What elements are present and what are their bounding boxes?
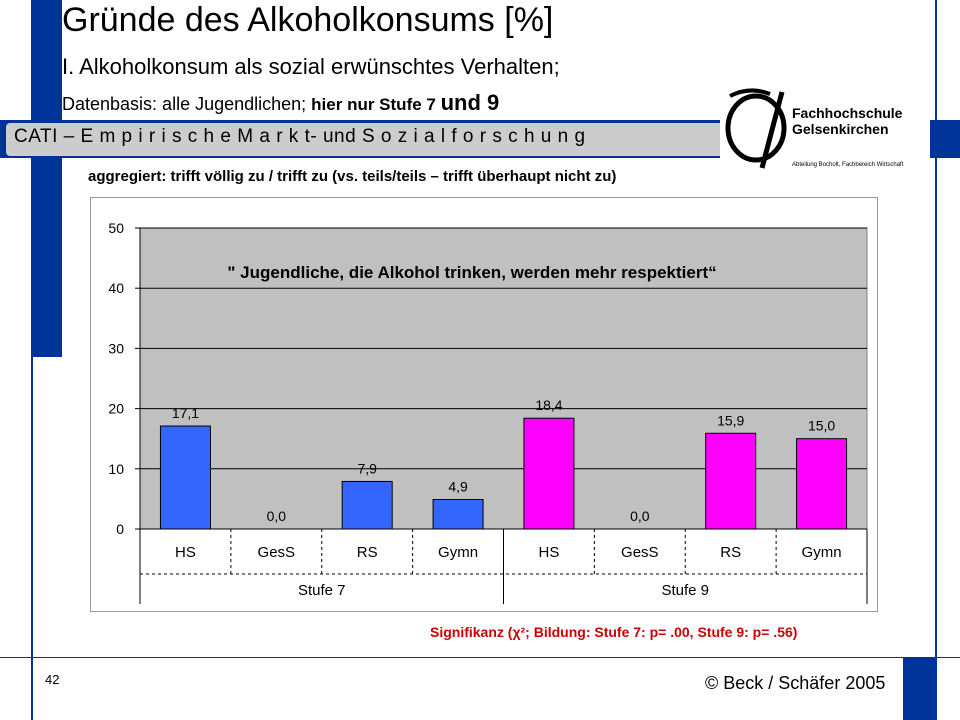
x-tick-label: GesS (621, 544, 659, 561)
x-tick-label: HS (175, 544, 196, 561)
y-tick-label: 20 (108, 401, 124, 417)
y-tick-label: 30 (108, 340, 124, 356)
data-label: 0,0 (630, 508, 650, 524)
bottom-divider (0, 657, 960, 658)
bar (432, 499, 484, 530)
basis-bold: hier nur Stufe 7 (311, 95, 441, 114)
x-tick-label: GesS (258, 544, 296, 561)
data-label: 4,9 (448, 479, 468, 495)
logo-line3: Abteilung Bocholt, Fachbereich Wirtschaf… (792, 162, 904, 168)
bar (523, 417, 575, 530)
aggregation-note: aggregiert: trifft völlig zu / trifft zu… (88, 168, 617, 185)
logo-line1: Fachhochschule (792, 105, 903, 121)
bar (159, 425, 211, 530)
logo-line2: Gelsenkirchen (792, 121, 889, 137)
right-accent-line (935, 0, 937, 720)
data-label: 15,0 (808, 418, 835, 434)
page-number: 42 (45, 672, 60, 687)
basis-prefix: Datenbasis: alle Jugendlichen; (62, 94, 312, 114)
cati-banner-box (6, 123, 731, 156)
data-basis: Datenbasis: alle Jugendlichen; hier nur … (62, 90, 499, 116)
x-tick-label: RS (720, 544, 741, 561)
bar-chart: 17,1 0,0 7,9 4,9 18,4 0,0 15,9 15,0 0 10 20 30 40 50… (108, 220, 868, 604)
chart-frame: 17,1 0,0 7,9 4,9 18,4 0,0 15,9 15,0 0 10 20 30 40 50… (90, 197, 878, 612)
x-tick-label: RS (357, 544, 378, 561)
cati-banner-text: CATI – E m p i r i s c h e M a r k t- un… (14, 126, 586, 147)
basis-bold-large: und 9 (440, 90, 500, 115)
left-accent-line (31, 357, 33, 720)
data-label: 7,9 (357, 460, 377, 476)
data-label: 15,9 (717, 412, 744, 428)
university-logo: Fachhochschule Gelsenkirchen Abteilung B… (720, 84, 930, 174)
chart-title: " Jugendliche, die Alkohol trinken, werd… (227, 263, 716, 282)
group-label: Stufe 7 (298, 582, 346, 599)
y-tick-label: 40 (108, 280, 124, 296)
logo-circle (725, 93, 787, 163)
x-tick-label: Gymn (438, 544, 478, 561)
right-accent-bar (903, 657, 935, 720)
logo-arc (729, 88, 771, 98)
data-label: 0,0 (267, 508, 287, 524)
significance-note: Signifikanz (χ²; Bildung: Stufe 7: p= .0… (430, 624, 798, 640)
logo-graphic: Fachhochschule Gelsenkirchen Abteilung B… (725, 88, 904, 169)
logo-slash (759, 91, 785, 169)
page-subtitle: I. Alkoholkonsum als sozial erwünschtes … (62, 54, 560, 79)
data-label: 18,4 (535, 397, 562, 413)
x-tick-label: Gymn (802, 544, 842, 561)
y-tick-label: 0 (116, 521, 124, 537)
y-tick-label: 10 (108, 461, 124, 477)
y-tick-label: 50 (108, 220, 124, 236)
data-label: 17,1 (172, 405, 199, 421)
left-accent-bar (31, 0, 62, 357)
group-label: Stufe 9 (661, 582, 709, 599)
page-title: Gründe des Alkoholkonsums [%] (62, 1, 554, 39)
bar (705, 432, 757, 530)
x-tick-label: HS (539, 544, 560, 561)
bar (341, 480, 393, 530)
copyright: © Beck / Schäfer 2005 (705, 673, 886, 693)
bar (796, 438, 848, 530)
